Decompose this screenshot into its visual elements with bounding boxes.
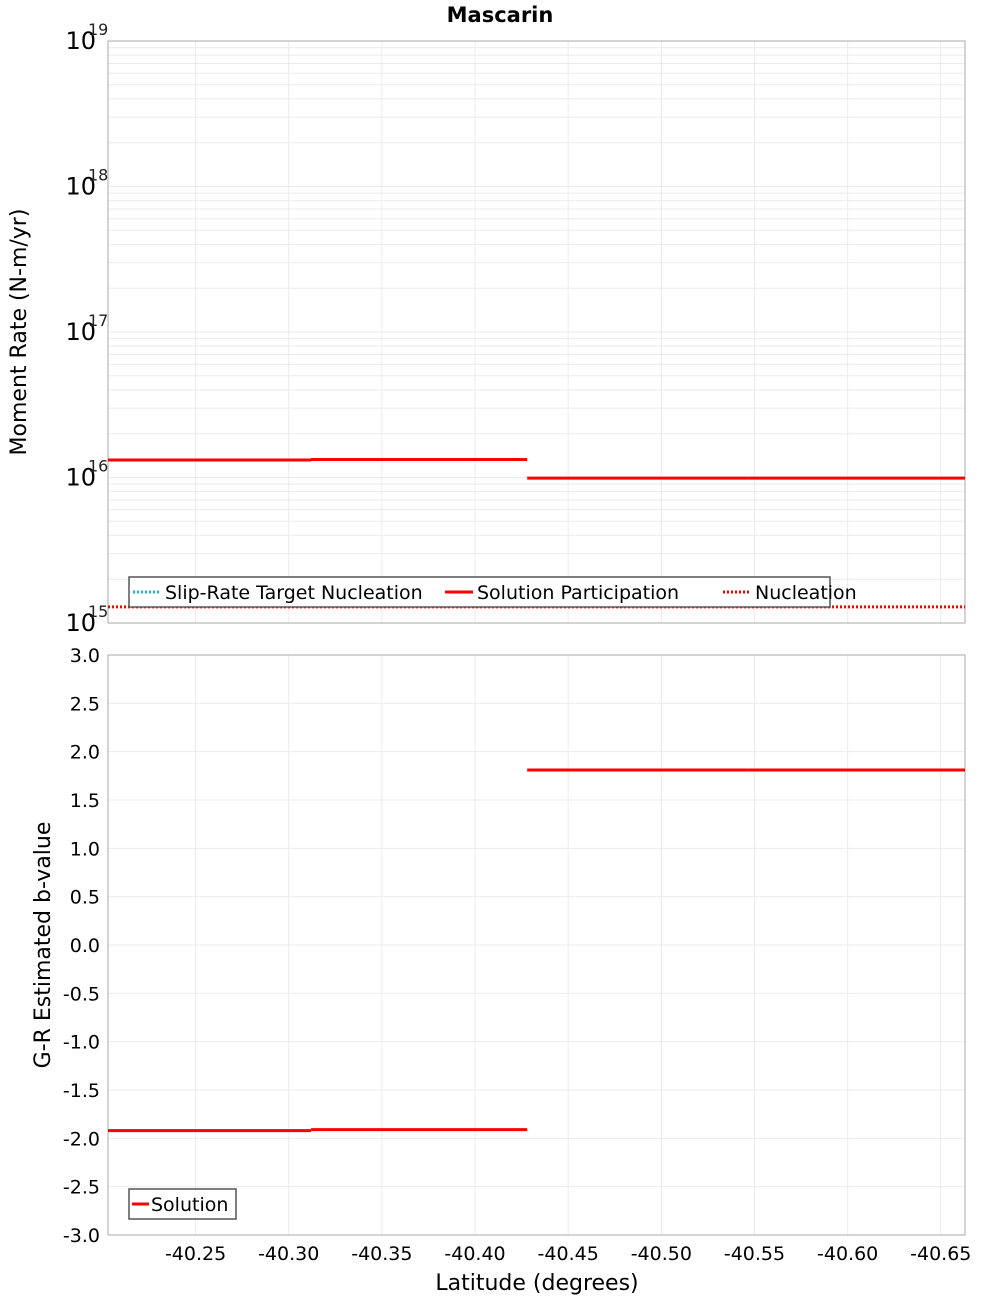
x-tick-label: -40.30 [258, 1243, 319, 1265]
x-tick-label: -40.50 [631, 1243, 692, 1265]
legend-label: Slip-Rate Target Nucleation [165, 582, 423, 604]
y-tick-label-base: 10 [65, 609, 96, 637]
y-tick-label-base: 10 [65, 173, 96, 201]
y-tick-label: -2.0 [63, 1128, 100, 1150]
y-axis-label: Moment Rate (N-m/yr) [7, 209, 32, 456]
x-tick-label: -40.60 [817, 1243, 878, 1265]
y-axis-label: G-R Estimated b-value [31, 822, 56, 1069]
y-tick-label-exponent: 18 [88, 166, 108, 185]
y-tick-label: 1.0 [70, 838, 100, 860]
x-tick-label: -40.25 [165, 1243, 226, 1265]
legend-label: Solution [151, 1194, 228, 1216]
x-tick-label: -40.55 [724, 1243, 785, 1265]
legend: Slip-Rate Target Nucleation Solution Part… [128, 576, 857, 608]
y-tick-label: -2.5 [63, 1177, 100, 1199]
y-tick-label-base: 10 [65, 318, 96, 346]
legend: Solution [128, 1188, 237, 1220]
y-tick-label: -3.0 [63, 1225, 100, 1247]
y-tick-label: -1.5 [63, 1080, 100, 1102]
plot-frame [107, 654, 966, 1236]
y-tick-label-base: 10 [65, 27, 96, 55]
y-tick-label: 3.0 [70, 645, 100, 667]
y-tick-label: 2.0 [70, 742, 100, 764]
legend-label: Nucleation [755, 582, 857, 604]
legend-box [128, 576, 831, 608]
plot-frame [107, 40, 966, 624]
x-axis-label: Latitude (degrees) [435, 1271, 638, 1296]
y-tick-label: 1.5 [70, 790, 100, 812]
y-tick-label-exponent: 19 [88, 20, 108, 39]
y-tick-label: -1.0 [63, 1032, 100, 1054]
x-tick-label: -40.45 [538, 1243, 599, 1265]
y-tick-label-exponent: 17 [88, 311, 108, 330]
legend-label: Solution Participation [477, 582, 679, 604]
y-tick-label: -0.5 [63, 983, 100, 1005]
y-tick-label: 0.0 [70, 935, 100, 957]
x-tick-label: -40.65 [910, 1243, 971, 1265]
chart-title: Mascarin [447, 3, 554, 27]
y-tick-label-exponent: 16 [88, 457, 108, 476]
x-tick-label: -40.40 [444, 1243, 505, 1265]
b-value-plot: 3.0 2.5 2.0 1.5 1.0 0.5 0.0 -0.5 -1.0 -1.5 -2.0 -2.… [31, 645, 971, 1296]
y-tick-label: 2.5 [70, 693, 100, 715]
y-tick-label-exponent: 15 [88, 602, 108, 621]
y-tick-label: 0.5 [70, 887, 100, 909]
x-tick-label: -40.35 [351, 1243, 412, 1265]
y-tick-label-base: 10 [65, 464, 96, 492]
